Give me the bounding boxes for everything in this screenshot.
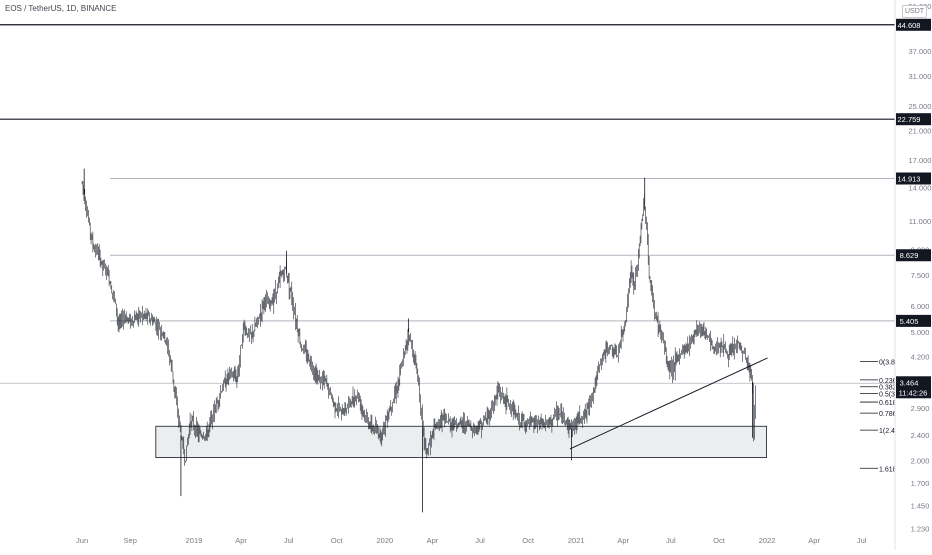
x-tick-label: Oct (522, 536, 535, 545)
y-tick-label: 37.000 (909, 47, 932, 56)
currency-badge[interactable]: USDT (902, 5, 928, 18)
y-tick-label: 17.000 (909, 156, 932, 165)
fib-level-label: 1(2.4 (879, 428, 895, 435)
x-tick-label: 2022 (759, 536, 776, 545)
countdown-label: 11:42:26 (899, 388, 928, 397)
level-price-label: 5.405 (900, 317, 919, 326)
x-tick-label: Jul (284, 536, 294, 545)
y-tick-label: 11.000 (909, 217, 931, 226)
y-tick-label: 2.000 (911, 456, 930, 465)
x-tick-label: Jul (475, 536, 485, 545)
level-price-label: 44.608 (898, 21, 921, 30)
x-tick-label: Apr (617, 536, 629, 545)
y-tick-label: 5.000 (911, 328, 930, 337)
fib-level-label: 0.236 (879, 378, 897, 385)
y-tick-label: 4.200 (911, 352, 930, 361)
y-tick-label: 21.000 (909, 126, 932, 135)
level-price-label: 14.913 (898, 174, 921, 183)
fib-level-label: 1.618 (879, 466, 897, 473)
price-axis (895, 0, 932, 550)
level-price-label: 22.759 (898, 115, 921, 124)
y-tick-label: 1.450 (911, 501, 930, 510)
fib-level-label: 0.5(3 (879, 392, 895, 399)
x-tick-label: Jul (666, 536, 676, 545)
level-price-tag (896, 249, 931, 262)
x-tick-label: 2020 (376, 536, 393, 545)
x-tick-label: Apr (808, 536, 820, 545)
level-price-label: 8.629 (900, 251, 919, 260)
y-tick-label: 31.000 (909, 72, 932, 81)
y-tick-label: 7.500 (911, 271, 930, 280)
x-tick-label: Apr (235, 536, 247, 545)
current-price-label: 3.464 (900, 378, 919, 387)
trendline (569, 357, 768, 450)
x-tick-label: Jun (76, 536, 88, 545)
current-price-tag (896, 376, 931, 399)
y-tick-label: 6.000 (911, 302, 930, 311)
support-zone (155, 425, 767, 458)
level-price-tag (896, 113, 931, 126)
y-tick-label: 25.000 (909, 102, 932, 111)
fib-level-label: 0.382 (879, 385, 897, 392)
y-tick-label: 14.000 (909, 183, 932, 192)
x-tick-label: Oct (713, 536, 726, 545)
fib-level-label: 0.618 (879, 400, 897, 407)
level-price-tag (896, 172, 931, 185)
fib-level-label: 0(3.8 (879, 359, 895, 366)
x-tick-label: 2019 (186, 536, 203, 545)
x-tick-label: Oct (331, 536, 344, 545)
x-tick-label: Jul (857, 536, 867, 545)
y-tick-label: 1.230 (911, 525, 930, 534)
y-tick-label: 2.400 (911, 431, 930, 440)
level-price-tag (896, 18, 931, 31)
x-tick-label: 2021 (568, 536, 585, 545)
level-price-tag (896, 314, 931, 327)
x-tick-label: Apr (427, 536, 439, 545)
chart-title: EOS / TetherUS, 1D, BINANCE (5, 4, 117, 13)
x-tick-label: Sep (124, 536, 137, 545)
y-tick-label: 1.700 (911, 479, 930, 488)
y-tick-label: 2.900 (911, 404, 930, 413)
fib-level-label: 0.786 (879, 411, 897, 418)
